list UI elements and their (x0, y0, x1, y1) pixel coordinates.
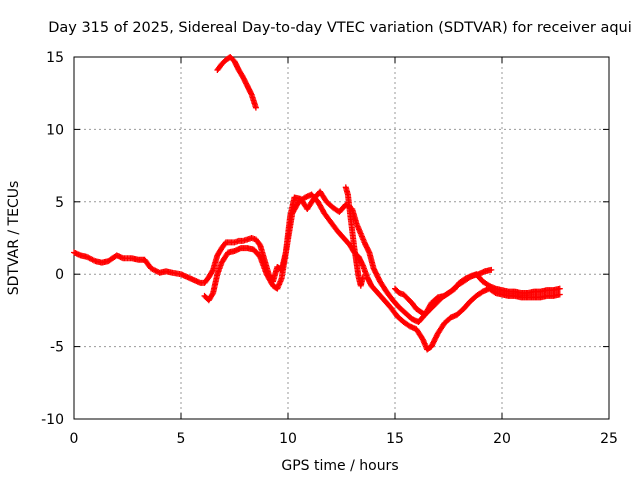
x-tick-label: 5 (177, 431, 186, 447)
series-mid-branch (392, 266, 495, 318)
x-tick-label: 15 (386, 431, 404, 447)
data-point (556, 291, 563, 298)
data-point (359, 274, 366, 281)
y-tick-label: 0 (55, 267, 64, 283)
y-tick-label: 15 (46, 50, 64, 66)
y-tick-label: -10 (41, 412, 64, 428)
plot-frame (73, 56, 610, 420)
x-axis-label: GPS time / hours (281, 458, 398, 474)
y-tick-label: 10 (46, 122, 64, 138)
x-tick-label: 25 (600, 431, 618, 447)
series-spike-cluster (342, 184, 366, 289)
axis-tick-labels: 0 5 10 15 20 25 -10 -5 0 5 10 15 (41, 50, 618, 447)
data-series (71, 54, 563, 353)
y-tick-label: -5 (50, 340, 64, 356)
grid (74, 57, 609, 419)
y-tick-label: 5 (55, 195, 64, 211)
x-tick-label: 0 (70, 431, 79, 447)
data-point (252, 104, 259, 111)
y-axis-label: SDTVAR / TECUs (6, 181, 22, 296)
data-point (209, 291, 216, 298)
series-upper-segment (214, 54, 259, 111)
data-point (488, 266, 495, 273)
x-tick-label: 10 (279, 431, 297, 447)
series-secondary-trace (201, 191, 563, 353)
axis-ticks (73, 56, 610, 420)
data-point (209, 268, 216, 275)
chart-title: Day 315 of 2025, Sidereal Day-to-day VTE… (48, 20, 632, 36)
x-tick-label: 20 (493, 431, 511, 447)
series-main-trace (71, 188, 563, 325)
data-point (556, 285, 563, 292)
